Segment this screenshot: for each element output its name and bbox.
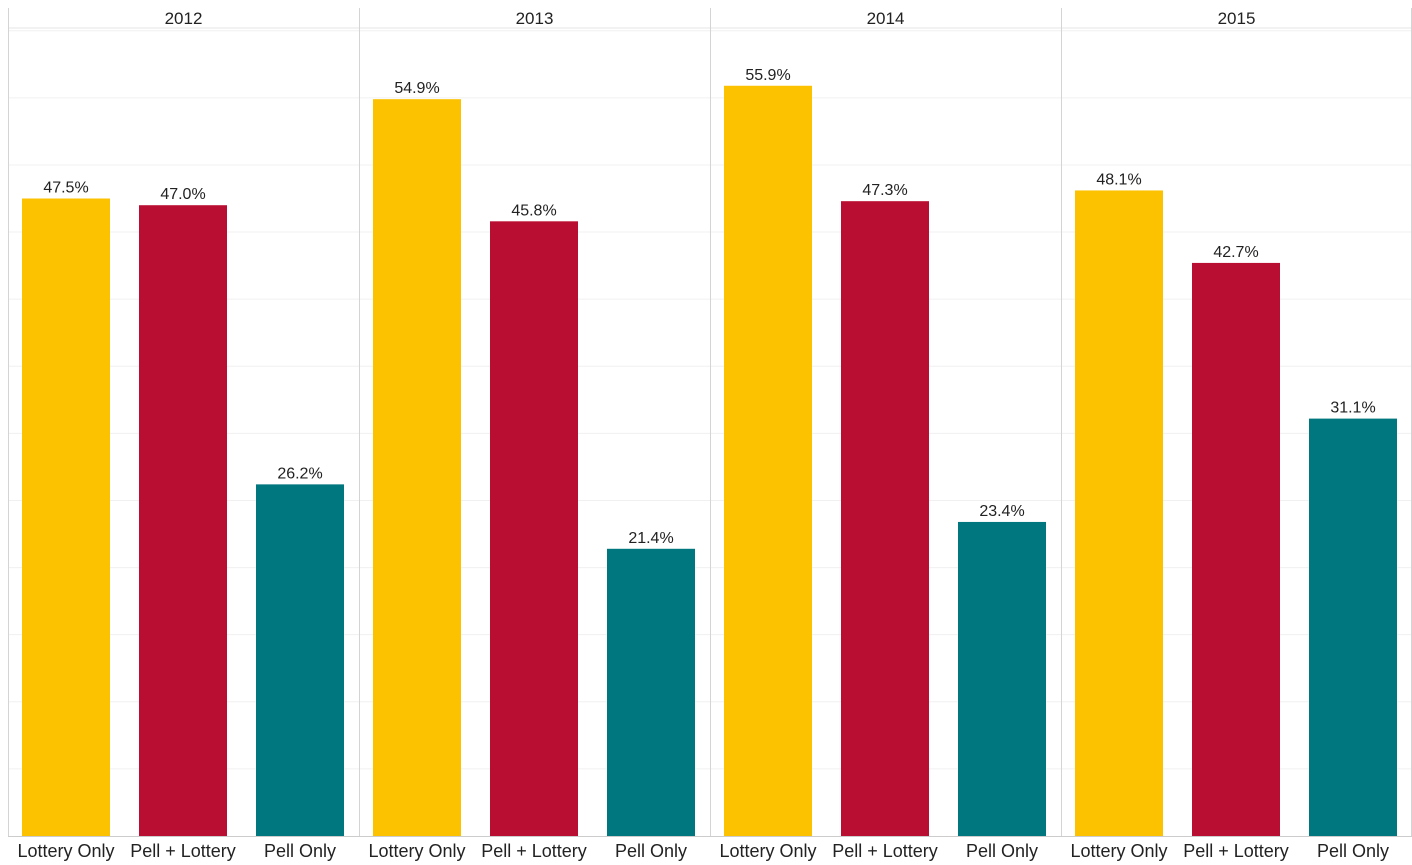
bar-2014-pell-only: [958, 521, 1046, 836]
data-label: 42.7%: [1213, 244, 1258, 261]
data-label: 26.2%: [277, 465, 322, 482]
data-label: 55.9%: [745, 67, 790, 84]
bar-2012-pell-only: [256, 484, 344, 836]
data-label: 23.4%: [979, 503, 1024, 520]
x-tick-label: Pell Only: [1317, 841, 1389, 861]
bar-2015-lottery-only: [1075, 190, 1163, 836]
panel-title-2014: 2014: [867, 9, 905, 28]
bar-2013-pell-lottery: [490, 221, 578, 836]
bar-2012-pell-lottery: [139, 205, 227, 837]
x-tick-label: Pell Only: [615, 841, 687, 861]
data-label: 45.8%: [511, 202, 556, 219]
panel-title-2015: 2015: [1218, 9, 1256, 28]
data-label: 21.4%: [628, 530, 673, 547]
x-tick-label: Pell + Lottery: [130, 841, 236, 861]
x-tick-label: Lottery Only: [17, 841, 114, 861]
x-tick-label: Pell Only: [264, 841, 336, 861]
panel-title-2013: 2013: [516, 9, 554, 28]
bar-2013-lottery-only: [373, 99, 461, 837]
data-label: 47.3%: [862, 182, 907, 199]
x-tick-label: Pell + Lottery: [832, 841, 938, 861]
x-tick-label: Lottery Only: [368, 841, 465, 861]
bar-2012-lottery-only: [22, 198, 110, 836]
x-tick-label: Pell + Lottery: [481, 841, 587, 861]
bar-2014-pell-lottery: [841, 201, 929, 836]
data-label: 47.0%: [160, 186, 205, 203]
bar-2013-pell-only: [607, 548, 695, 836]
data-label: 47.5%: [43, 180, 88, 197]
x-tick-label: Pell Only: [966, 841, 1038, 861]
data-label: 31.1%: [1330, 400, 1375, 417]
bar-2014-lottery-only: [724, 85, 812, 836]
data-label: 54.9%: [394, 80, 439, 97]
x-tick-label: Lottery Only: [1070, 841, 1167, 861]
data-label: 48.1%: [1096, 171, 1141, 188]
bar-2015-pell-lottery: [1192, 262, 1280, 837]
panel-title-2012: 2012: [165, 9, 203, 28]
x-tick-label: Pell + Lottery: [1183, 841, 1289, 861]
bar-2015-pell-only: [1309, 418, 1397, 836]
x-tick-label: Lottery Only: [719, 841, 816, 861]
